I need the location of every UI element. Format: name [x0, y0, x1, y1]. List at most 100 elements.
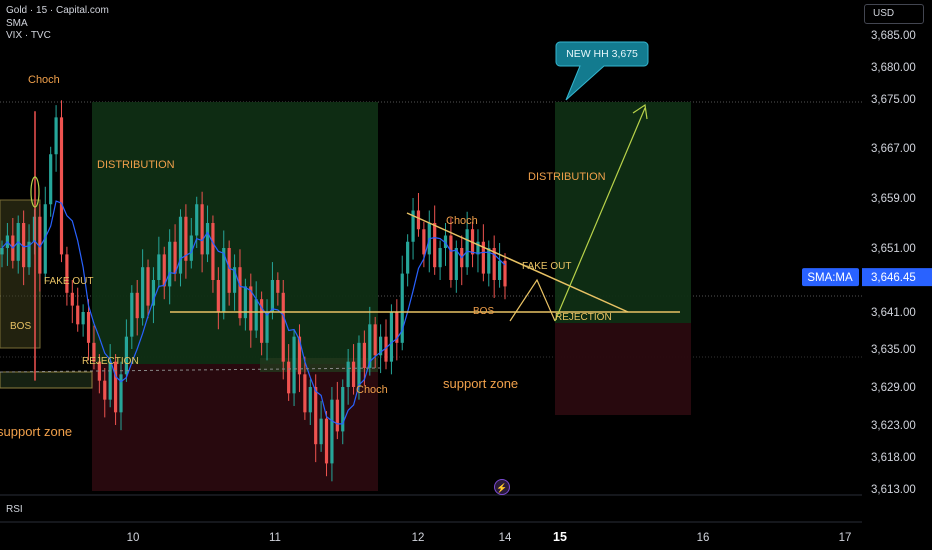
y-tick-label: 3,685.00 — [871, 30, 916, 42]
candle-body — [324, 418, 329, 464]
sma-tag-value: 3,646.45 — [871, 272, 916, 284]
candle-body — [395, 312, 399, 343]
candle-body — [335, 399, 339, 432]
candles — [0, 100, 507, 482]
x-tick-label: 11 — [269, 532, 281, 544]
candle-body — [222, 248, 226, 312]
candle-body — [384, 336, 388, 362]
candle-body — [189, 235, 193, 261]
label-bos-2: BOS — [473, 306, 494, 317]
candle-body — [411, 210, 415, 242]
y-axis: 3,685.00 3,680.00 3,675.00 3,667.00 3,659.00… — [802, 30, 932, 496]
candle-body — [422, 229, 426, 255]
candle-body — [249, 286, 253, 331]
candle-body — [481, 241, 485, 274]
candle-body — [433, 223, 437, 268]
sma-tag-value-bg — [862, 268, 932, 287]
rsi-label[interactable]: RSI — [6, 504, 23, 515]
x-axis: 10 11 12 14 15 16 17 — [127, 530, 852, 544]
candle-body — [406, 241, 410, 274]
candle-body — [265, 312, 269, 343]
candle-body — [368, 324, 372, 368]
distribution-zone-1 — [92, 102, 378, 364]
candle-body — [270, 280, 275, 312]
sma-tag-name-bg — [802, 268, 859, 287]
candle-body — [389, 312, 394, 362]
candle-body — [173, 241, 177, 274]
candle-body — [65, 254, 69, 293]
y-tick-label: 3,675.00 — [871, 94, 916, 106]
candle-body — [297, 336, 302, 375]
label-support-zone-2: support zone — [443, 376, 518, 391]
candle-body — [59, 117, 64, 255]
x-tick-label: 10 — [127, 532, 140, 544]
candle-body — [308, 387, 312, 413]
candle-body — [130, 292, 134, 337]
label-callout: NEW HH 3,675 — [566, 48, 638, 60]
candle-body — [81, 312, 85, 325]
candle-body — [487, 248, 491, 274]
candle-body — [238, 267, 242, 319]
label-rejection-2: REJECTION — [555, 312, 612, 323]
candle-body — [281, 292, 285, 362]
y-tick-label: 3,635.00 — [871, 344, 916, 356]
candle-body — [168, 241, 172, 287]
candle-body — [216, 280, 220, 312]
x-tick-label: 15 — [553, 530, 567, 544]
candle-body — [260, 299, 264, 343]
candle-body — [146, 267, 150, 306]
label-rejection-1: REJECTION — [82, 356, 139, 367]
candle-body — [330, 399, 334, 464]
bolt-icon: ⚡ — [496, 482, 507, 494]
x-tick-label: 17 — [839, 532, 852, 544]
y-tick-label: 3,659.00 — [871, 193, 916, 205]
candle-body — [227, 248, 231, 293]
callout-bubble — [555, 41, 649, 101]
sma-path — [1, 200, 506, 425]
label-support-zone-1: support zone — [0, 424, 72, 439]
candle-body — [157, 254, 161, 280]
drawings — [0, 103, 680, 373]
candle-body — [92, 342, 96, 362]
candle-body — [497, 260, 502, 280]
highlight-ellipse — [30, 176, 40, 208]
candle-body — [38, 216, 42, 274]
candle-body — [373, 324, 377, 356]
candle-body — [205, 223, 210, 255]
x-tick-label: 14 — [499, 532, 512, 544]
candle-body — [319, 418, 323, 445]
sma-line — [1, 200, 506, 425]
candle-body — [400, 273, 404, 343]
label-distribution-2: DISTRIBUTION — [528, 171, 606, 183]
candle-body — [346, 361, 350, 387]
label-bos-1: BOS — [10, 321, 31, 332]
projection-arrow — [554, 107, 646, 322]
y-tick-label: 3,613.00 — [871, 484, 916, 496]
label-fake-out-1: FAKE OUT — [44, 276, 93, 287]
y-tick-label: 3,667.00 — [871, 143, 916, 155]
candle-body — [416, 210, 421, 230]
legend-vix[interactable]: VIX · TVC — [6, 30, 51, 41]
candle-body — [200, 204, 204, 255]
candle-body — [54, 117, 58, 155]
candle-body — [287, 361, 291, 394]
candle-body — [184, 216, 188, 261]
y-tick-label: 3,680.00 — [871, 62, 916, 74]
candle-body — [362, 342, 366, 368]
candle-body — [476, 241, 480, 255]
candle-body — [243, 286, 247, 319]
legend-sma[interactable]: SMA — [6, 17, 28, 29]
fake-out-zigzag — [509, 278, 556, 322]
currency-selector[interactable]: USD — [864, 4, 924, 24]
candle-body — [0, 248, 4, 255]
annotation-labels: Choch DISTRIBUTION FAKE OUT BOS REJECTION sup… — [0, 41, 649, 495]
candle-body — [454, 248, 458, 280]
candle-body — [70, 292, 74, 306]
sma-tag-name: SMA:MA — [807, 272, 853, 284]
label-choch-2: Choch — [356, 384, 388, 396]
y-tick-label: 3,641.00 — [871, 307, 916, 319]
gridlines — [0, 101, 862, 523]
candle-body — [211, 223, 215, 280]
legend-symbol[interactable]: Gold · 15 · Capital.com — [6, 5, 109, 16]
